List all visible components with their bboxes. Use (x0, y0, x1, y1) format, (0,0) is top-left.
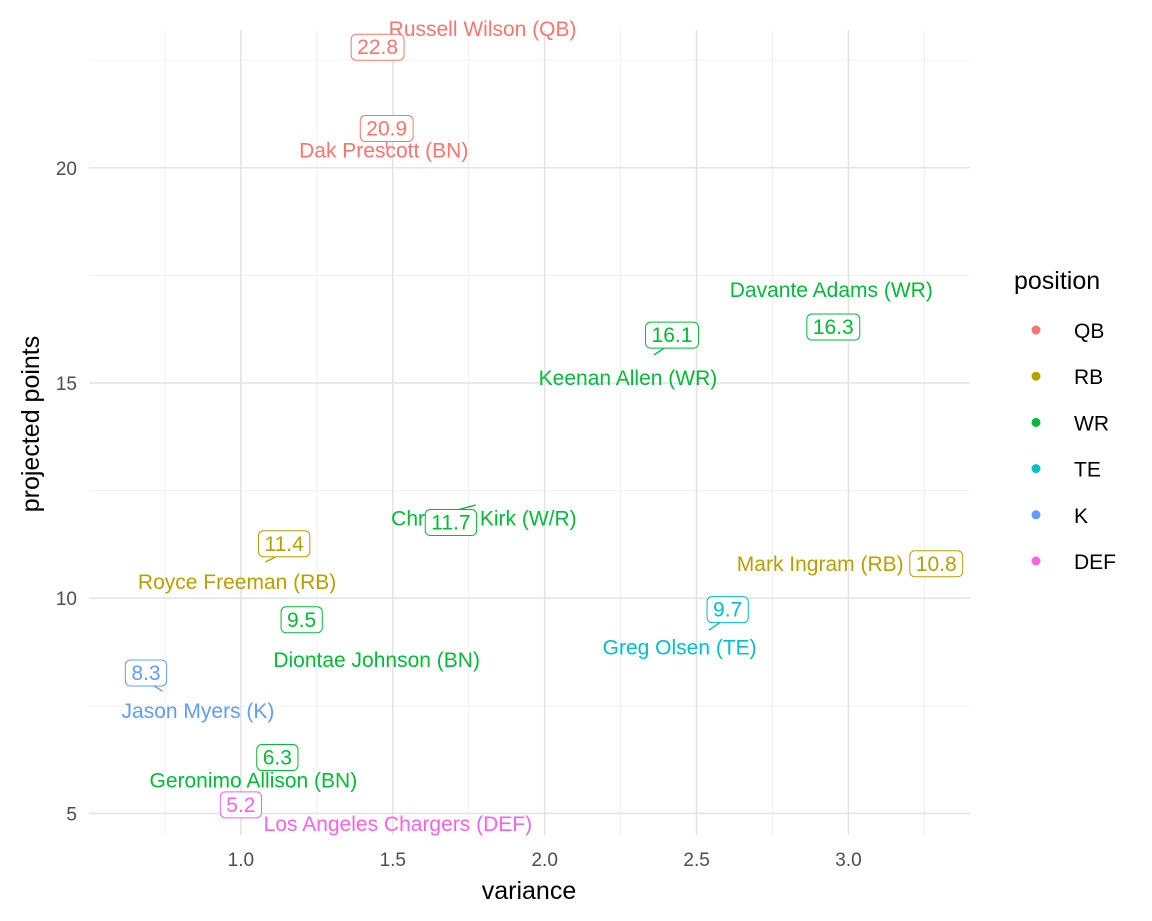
value-label-text: 5.2 (226, 794, 255, 817)
x-axis-ticks: 1.0 1.5 2.0 2.5 3.0 (228, 850, 862, 871)
x-tick-label: 3.0 (835, 850, 861, 871)
x-axis-title: variance (482, 877, 577, 905)
label-connector (153, 685, 163, 692)
value-label-box (219, 791, 262, 819)
x-tick-label: 2.5 (683, 850, 709, 871)
legend-title: position (1014, 267, 1100, 295)
player-name-label: Los Angeles Chargers (DEF) (264, 813, 532, 836)
value-label-box (909, 550, 964, 578)
legend-key (1031, 417, 1041, 427)
player-name-label: Davante Adams (WR) (730, 279, 933, 302)
legend-key (1031, 464, 1041, 474)
value-label-text: 6.3 (263, 747, 292, 770)
y-tick-label: 20 (56, 159, 77, 180)
player-name-label: Mark Ingram (RB) (737, 553, 904, 576)
player-name-label: Diontae Johnson (BN) (273, 649, 480, 672)
value-label: 5.2 (219, 791, 262, 819)
value-label: 6.3 (256, 744, 299, 772)
value-label-box (257, 530, 311, 558)
label-connector (708, 622, 721, 631)
value-label: 10.8 (909, 550, 964, 578)
y-tick-label: 15 (56, 374, 77, 395)
value-label-text: 16.3 (813, 316, 854, 339)
legend-entry: K (1031, 505, 1088, 528)
player-name-label: Christian Kirk (W/R) (391, 508, 577, 531)
legend-entry: TE (1031, 459, 1101, 482)
y-tick-label: 10 (56, 589, 77, 610)
value-label-box (256, 744, 299, 772)
legend-entry: QB (1031, 320, 1104, 343)
label-connector (653, 347, 665, 356)
value-label: 16.3 (806, 313, 861, 341)
value-label-text: 9.7 (713, 599, 742, 622)
value-label-text: 22.8 (357, 36, 398, 59)
player-name-label: Dak Prescott (BN) (299, 140, 468, 163)
value-labels: 22.8 20.9 16.3 16.1 11.7 11.4 10.8 9.7 9.5 8.3 6.3… (124, 33, 964, 819)
value-label-box (280, 606, 323, 634)
value-label-box (350, 33, 405, 61)
value-label: 8.3 (124, 659, 168, 687)
legend-entries: QB RB WR TE K DEF (1031, 320, 1116, 574)
value-label-text: 20.9 (366, 118, 407, 141)
legend-label: RB (1074, 366, 1103, 389)
x-tick-label: 1.0 (228, 850, 254, 871)
legend-key (1031, 371, 1041, 381)
y-tick-label: 5 (66, 804, 77, 825)
minor-gridlines (89, 30, 970, 835)
x-tick-label: 2.0 (531, 850, 557, 871)
value-label-text: 9.5 (287, 609, 316, 632)
player-name-label: Geronimo Allison (BN) (149, 770, 357, 793)
player-name-label: Greg Olsen (TE) (603, 637, 757, 660)
value-label: 16.1 (645, 321, 699, 349)
legend-label: WR (1074, 412, 1109, 435)
label-connector (458, 504, 476, 511)
legend-label: QB (1074, 320, 1104, 343)
value-label-box (706, 596, 749, 624)
legend-key (1031, 510, 1041, 520)
legend-label: K (1074, 505, 1088, 528)
y-axis-title: projected points (17, 336, 45, 513)
player-name-label: Royce Freeman (RB) (138, 571, 336, 594)
value-label: 9.5 (280, 606, 323, 634)
value-label-text: 11.7 (431, 512, 470, 535)
player-name-label: Jason Myers (K) (122, 700, 275, 723)
value-label-box (359, 115, 414, 143)
value-label: 11.7 (424, 509, 478, 537)
value-label: 22.8 (350, 33, 405, 61)
label-connector (265, 556, 277, 563)
legend-label: TE (1074, 459, 1101, 482)
value-label: 20.9 (359, 115, 414, 143)
value-label-box (424, 509, 478, 537)
value-label-box (124, 659, 168, 687)
value-label-text: 16.1 (652, 324, 693, 347)
value-label-text: 11.4 (264, 533, 304, 556)
player-name-label: Russell Wilson (QB) (389, 18, 577, 41)
legend-key (1031, 556, 1041, 566)
value-label: 9.7 (706, 596, 749, 624)
value-label-text: 8.3 (131, 662, 160, 685)
value-label: 11.4 (257, 530, 311, 558)
x-tick-label: 1.5 (380, 850, 406, 871)
legend-entry: WR (1031, 412, 1109, 435)
value-label-text: 10.8 (916, 553, 957, 576)
value-label-box (806, 313, 861, 341)
player-name-label: Keenan Allen (WR) (539, 367, 718, 390)
value-label-box (645, 321, 699, 349)
legend-key (1031, 325, 1041, 335)
legend-entry: DEF (1031, 551, 1116, 574)
legend-entry: RB (1031, 366, 1103, 389)
legend-label: DEF (1074, 551, 1116, 574)
y-axis-ticks: 5 10 15 20 (56, 159, 77, 826)
legend: position QB RB WR TE K DEF (1014, 267, 1116, 574)
